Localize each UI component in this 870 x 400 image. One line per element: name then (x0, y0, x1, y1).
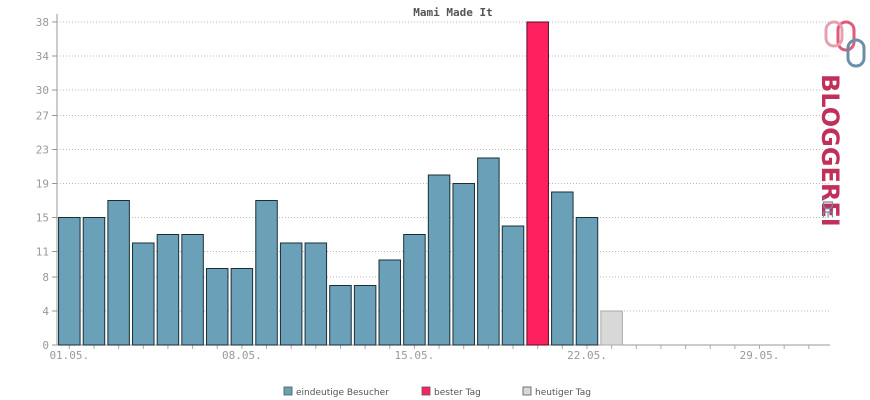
bar (477, 157, 500, 346)
y-tick-label: 19 (36, 178, 49, 191)
bar (403, 234, 426, 346)
bloggerei-logo: BLOGGEREI .DE (816, 20, 866, 227)
bar (230, 268, 254, 346)
x-tick-label: 22.05. (567, 349, 607, 362)
bar (205, 268, 229, 346)
logo-suffix: .DE (819, 196, 834, 218)
bar (427, 174, 451, 346)
legend-label: bester Tag (434, 388, 481, 398)
y-tick-label: 15 (36, 212, 49, 225)
bar (107, 200, 130, 346)
bar (82, 217, 106, 346)
bar (156, 234, 180, 346)
bar-best-day (526, 21, 549, 346)
y-axis: 0 4 8 11 15 19 23 27 30 34 38 (36, 14, 58, 352)
x-tick-label: 15.05. (395, 349, 435, 362)
chart-title: Mami Made It (413, 6, 492, 19)
legend-label: heutiger Tag (535, 388, 591, 398)
bar-today (600, 310, 623, 346)
bar (551, 191, 574, 346)
legend-swatch (421, 386, 431, 396)
x-tick-label: 01.05. (49, 349, 89, 362)
y-tick-label: 0 (42, 339, 49, 352)
bar (255, 200, 278, 346)
bar (575, 217, 599, 346)
logo-text: BLOGGEREI (816, 74, 844, 227)
bar (58, 217, 81, 346)
legend-label: eindeutige Besucher (296, 388, 389, 398)
x-tick-label: 08.05. (222, 349, 262, 362)
y-tick-label: 38 (36, 16, 49, 29)
bar (132, 242, 155, 346)
x-axis: 01.05. 08.05. 15.05. 22.05. 29.05. (49, 344, 830, 362)
bar (353, 285, 377, 346)
legend: eindeutige Besucher bester Tag heutiger Ta… (283, 386, 591, 398)
y-tick-label: 27 (36, 110, 49, 123)
bars (58, 21, 623, 346)
y-tick-label: 23 (36, 144, 49, 157)
legend-swatch (283, 386, 293, 396)
y-tick-label: 11 (36, 246, 49, 259)
bar (181, 234, 204, 346)
legend-swatch (522, 386, 532, 396)
bar (378, 259, 402, 346)
bar (501, 225, 525, 346)
y-tick-label: 34 (36, 50, 50, 63)
bar (452, 183, 475, 346)
x-tick-label: 29.05. (740, 349, 780, 362)
y-tick-label: 8 (42, 271, 49, 284)
y-tick-label: 4 (42, 305, 49, 318)
bar (329, 285, 352, 346)
y-tick-label: 30 (36, 84, 49, 97)
bar (304, 242, 328, 346)
bar (279, 242, 303, 346)
logo-mark-icon (824, 20, 866, 68)
